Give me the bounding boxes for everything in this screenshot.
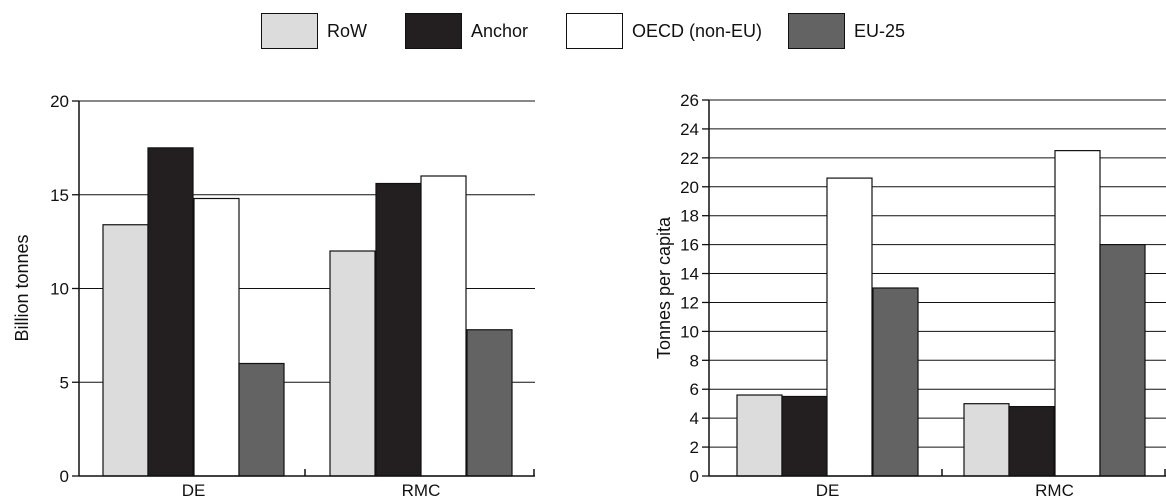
y-tick-label: 20: [50, 92, 69, 111]
x-category-label: RMC: [1035, 481, 1074, 500]
y-tick-label: 2: [690, 438, 699, 457]
y-tick-label: 15: [50, 186, 69, 205]
legend-item-row: RoW: [261, 12, 367, 50]
y-tick-label: 10: [50, 280, 69, 299]
y-tick-label: 5: [60, 373, 69, 392]
legend-label-eu25: EU-25: [854, 20, 906, 41]
bar-eu-25-de: [238, 362, 285, 477]
chart-billion-tonnes: 0 5 10 15 20 DE RMC Billion tonnes: [12, 92, 535, 500]
bar-oecd-non-eu--rmc: [420, 175, 467, 477]
legend-item-anchor: Anchor: [405, 12, 528, 50]
bar-row-de: [102, 224, 149, 477]
legend-swatch-row: [261, 13, 318, 49]
y-tick-label: 22: [680, 149, 699, 168]
y-tick-label: 8: [690, 351, 699, 370]
bar-row-rmc: [329, 250, 376, 477]
y-tick-label: 0: [690, 467, 699, 486]
y-tick-label: 24: [680, 120, 699, 139]
bar-oecd-non-eu--de: [826, 177, 873, 477]
legend-item-oecd: OECD (non-EU): [566, 12, 762, 50]
bar-eu-25-rmc: [1099, 244, 1146, 477]
x-category-label: DE: [182, 481, 206, 500]
legend-label-row: RoW: [327, 20, 367, 41]
y-tick-label: 6: [690, 380, 699, 399]
y-tick-label: 4: [690, 409, 699, 428]
y-tick-label: 14: [680, 265, 699, 284]
bar-anchor-rmc: [375, 182, 422, 477]
legend-swatch-eu25: [788, 13, 845, 49]
y-tick-label: 26: [680, 91, 699, 110]
y-tick-label: 12: [680, 293, 699, 312]
y-tick-label: 16: [680, 236, 699, 255]
legend-label-oecd: OECD (non-EU): [632, 20, 763, 41]
bar-row-rmc: [963, 403, 1010, 477]
y-axis-title: Tonnes per capita: [654, 216, 674, 359]
bar-eu-25-rmc: [466, 329, 513, 477]
chart-legend: RoW Anchor OECD (non-EU) EU-25: [0, 0, 1166, 56]
y-tick-label: 20: [680, 178, 699, 197]
bar-oecd-non-eu--rmc: [1054, 150, 1101, 477]
x-category-label: RMC: [402, 481, 441, 500]
legend-item-eu25: EU-25: [788, 12, 905, 50]
y-tick-label: 18: [680, 207, 699, 226]
legend-swatch-anchor: [405, 13, 462, 49]
bar-eu-25-de: [872, 287, 919, 477]
legend-label-anchor: Anchor: [471, 20, 529, 41]
bar-oecd-non-eu--de: [193, 197, 240, 477]
bar-anchor-rmc: [1008, 405, 1055, 477]
y-axis-title: Billion tonnes: [12, 234, 32, 341]
legend-swatch-oecd: [566, 13, 623, 49]
y-tick-label: 0: [60, 467, 69, 486]
bar-row-de: [736, 394, 783, 477]
y-tick-label: 10: [680, 322, 699, 341]
bar-anchor-de: [781, 395, 828, 477]
x-category-label: DE: [816, 481, 840, 500]
bar-anchor-de: [147, 147, 194, 477]
